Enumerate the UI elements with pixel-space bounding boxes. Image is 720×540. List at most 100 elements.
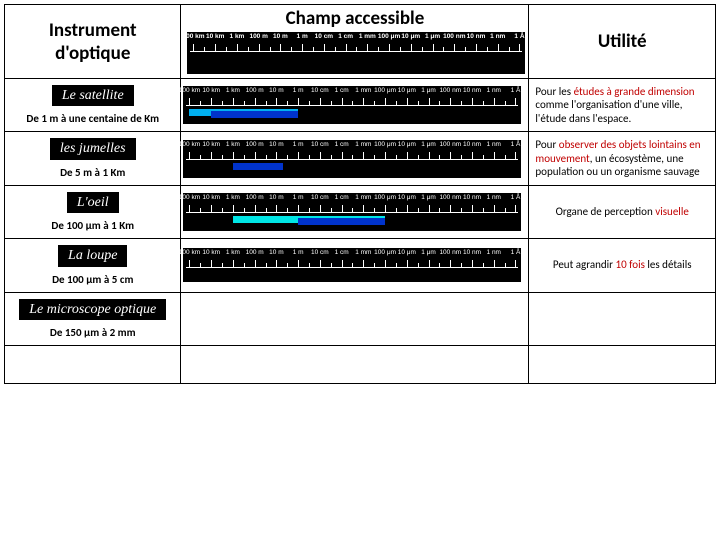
scale-tick-label: 10 km bbox=[202, 87, 220, 94]
scale-tick-label: 1 Å bbox=[511, 141, 521, 148]
scale-tick-label: 1 nm bbox=[487, 249, 501, 256]
scale-tick-label: 1 km bbox=[226, 249, 240, 256]
instrument-range: De 100 μm à 1 Km bbox=[9, 219, 176, 232]
scale-tick-label: 100 km bbox=[179, 87, 200, 94]
scale-tick-label: 10 μm bbox=[398, 194, 416, 201]
utility-cell-microscope bbox=[529, 292, 716, 345]
scale-tick-label: 100 nm bbox=[439, 87, 461, 94]
scale-tick-label: 10 m bbox=[273, 33, 288, 40]
scale-tick-label: 100 km bbox=[179, 249, 200, 256]
range-scale: 100 km10 km1 km100 m10 m1 m10 cm1 cm1 mm… bbox=[183, 193, 521, 231]
instrument-label: L'oeil bbox=[67, 192, 119, 213]
scale-tick-label: 1 Å bbox=[511, 87, 521, 94]
scale-tick-label: 10 nm bbox=[463, 141, 481, 148]
scale-tick-label: 1 Å bbox=[514, 33, 524, 40]
blank-cell bbox=[529, 345, 716, 383]
scale-tick-label: 10 m bbox=[269, 87, 283, 94]
scale-tick-label: 10 cm bbox=[311, 194, 329, 201]
scale-cell-oeil: 100 km10 km1 km100 m10 m1 m10 cm1 cm1 mm… bbox=[181, 185, 529, 238]
scale-tick-label: 100 μm bbox=[378, 33, 400, 40]
scale-tick-label: 1 mm bbox=[359, 33, 376, 40]
scale-tick-label: 1 nm bbox=[487, 87, 501, 94]
instrument-cell-oeil: L'oeil De 100 μm à 1 Km bbox=[5, 185, 181, 238]
scale-tick-label: 10 cm bbox=[315, 33, 333, 40]
scale-tick-label: 1 mm bbox=[355, 194, 371, 201]
scale-tick-label: 1 cm bbox=[338, 33, 353, 40]
scale-tick-label: 1 km bbox=[230, 33, 245, 40]
instrument-range: De 1 m à une centaine de Km bbox=[9, 112, 176, 125]
scale-tick-label: 100 nm bbox=[439, 249, 461, 256]
scale-tick-label: 10 nm bbox=[463, 249, 481, 256]
range-bar bbox=[298, 218, 385, 225]
range-scale: 100 km10 km1 km100 m10 m1 m10 cm1 cm1 mm… bbox=[183, 248, 521, 282]
range-bar bbox=[211, 111, 298, 118]
scale-cell-loupe: 100 km10 km1 km100 m10 m1 m10 cm1 cm1 mm… bbox=[181, 239, 529, 292]
range-bar bbox=[233, 163, 283, 170]
scale-tick-label: 100 km bbox=[179, 194, 200, 201]
range-scale: 100 km10 km1 km100 m10 m1 m10 cm1 cm1 mm… bbox=[183, 86, 521, 124]
scale-tick-label: 10 km bbox=[202, 249, 220, 256]
header-champ: Champ accessible100 km10 km1 km100 m10 m… bbox=[181, 5, 529, 79]
scale-tick-label: 10 μm bbox=[401, 33, 420, 40]
scale-tick-label: 10 m bbox=[269, 194, 283, 201]
scale-tick-label: 1 cm bbox=[335, 194, 349, 201]
instrument-label: Le satellite bbox=[52, 85, 134, 106]
scale-tick-label: 100 μm bbox=[374, 87, 396, 94]
scale-tick-label: 10 km bbox=[206, 33, 224, 40]
blank-cell bbox=[181, 345, 529, 383]
scale-tick-label: 10 m bbox=[269, 249, 283, 256]
scale-tick-label: 1 cm bbox=[335, 87, 349, 94]
scale-cell-microscope bbox=[181, 292, 529, 345]
optics-table: Instrument d'optiqueChamp accessible100 … bbox=[4, 4, 716, 384]
scale-tick-label: 100 m bbox=[246, 194, 264, 201]
scale-tick-label: 1 km bbox=[226, 194, 240, 201]
scale-tick-label: 10 cm bbox=[311, 141, 329, 148]
instrument-range: De 150 μm à 2 mm bbox=[9, 326, 176, 339]
scale-tick-label: 100 m bbox=[246, 141, 264, 148]
scale-tick-label: 1 cm bbox=[335, 141, 349, 148]
scale-tick-label: 100 μm bbox=[374, 249, 396, 256]
range-scale: 100 km10 km1 km100 m10 m1 m10 cm1 cm1 mm… bbox=[183, 140, 521, 178]
instrument-label: La loupe bbox=[58, 245, 127, 266]
scale-tick-label: 10 nm bbox=[463, 87, 481, 94]
scale-tick-label: 1 km bbox=[226, 141, 240, 148]
scale-tick-label: 1 nm bbox=[487, 194, 501, 201]
scale-tick-label: 1 km bbox=[226, 87, 240, 94]
scale-tick-label: 1 Å bbox=[511, 249, 521, 256]
scale-tick-label: 1 μm bbox=[421, 87, 436, 94]
scale-tick-label: 1 nm bbox=[487, 141, 501, 148]
scale-tick-label: 1 Å bbox=[511, 194, 521, 201]
scale-tick-label: 1 mm bbox=[355, 249, 371, 256]
scale-tick-label: 1 mm bbox=[355, 141, 371, 148]
scale-tick-label: 100 km bbox=[179, 141, 200, 148]
scale-tick-label: 10 μm bbox=[398, 141, 416, 148]
scale-tick-label: 1 mm bbox=[355, 87, 371, 94]
scale-tick-label: 1 m bbox=[297, 33, 308, 40]
header-champ-title: Champ accessible bbox=[187, 7, 522, 30]
instrument-cell-jumelles: les jumellesDe 5 m à 1 Km bbox=[5, 132, 181, 185]
utility-cell-loupe: Peut agrandir 10 fois les détails bbox=[529, 239, 716, 292]
scale-tick-label: 1 m bbox=[293, 249, 304, 256]
instrument-cell-loupe: La loupe De 100 μm à 5 cm bbox=[5, 239, 181, 292]
scale-cell-satellite: 100 km10 km1 km100 m10 m1 m10 cm1 cm1 mm… bbox=[181, 79, 529, 132]
scale-tick-label: 100 m bbox=[246, 87, 264, 94]
scale-tick-label: 10 m bbox=[269, 141, 283, 148]
scale-tick-label: 1 cm bbox=[335, 249, 349, 256]
scale-tick-label: 100 μm bbox=[374, 194, 396, 201]
scale-tick-label: 10 nm bbox=[467, 33, 486, 40]
header-utilite: Utilité bbox=[529, 5, 716, 79]
instrument-range: De 100 μm à 5 cm bbox=[9, 273, 176, 286]
scale-cell-jumelles: 100 km10 km1 km100 m10 m1 m10 cm1 cm1 mm… bbox=[181, 132, 529, 185]
scale-tick-label: 10 cm bbox=[311, 87, 329, 94]
scale-tick-label: 100 m bbox=[249, 33, 267, 40]
scale-tick-label: 10 nm bbox=[463, 194, 481, 201]
scale-tick-label: 1 μm bbox=[421, 249, 436, 256]
scale-tick-label: 1 μm bbox=[421, 194, 436, 201]
instrument-range: De 5 m à 1 Km bbox=[9, 166, 176, 179]
scale-tick-label: 10 μm bbox=[398, 87, 416, 94]
blank-cell bbox=[5, 345, 181, 383]
instrument-cell-satellite: Le satellite De 1 m à une centaine de Km bbox=[5, 79, 181, 132]
utility-cell-satellite: Pour les études à grande dimension comme… bbox=[529, 79, 716, 132]
utility-cell-oeil: Organe de perception visuelle bbox=[529, 185, 716, 238]
scale-tick-label: 10 km bbox=[202, 141, 220, 148]
